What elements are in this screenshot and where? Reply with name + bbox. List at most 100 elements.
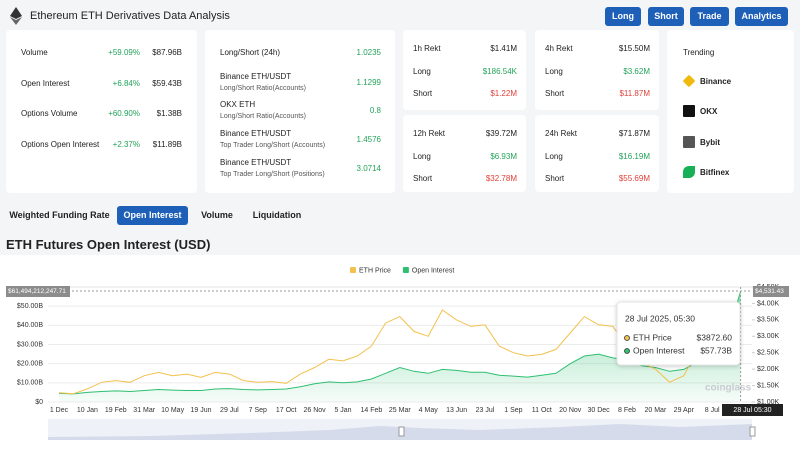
y2-tick-label: $2.50K [757,350,780,357]
rekt-label: Short [545,89,565,98]
tooltip-title: 28 Jul 2025, 05:30 [625,313,695,323]
x-tick-label: 5 Jan [334,407,351,414]
tooltip-name: ETH Price [633,332,672,342]
x-tick-label: 14 Feb [361,407,383,414]
tab[interactable]: Weighted Funding Rate [9,210,110,220]
rekt-label: Short [413,174,433,183]
ratio-sublabel: Top Trader Long/Short (Accounts) [220,142,326,149]
rekt-label: Long [545,66,563,76]
x-tick-label: 1 Dec [50,407,69,414]
rekt-label: 1h Rekt [413,44,441,53]
rekt-label: 4h Rekt [545,44,573,53]
rekt-value: $55.69M [618,174,650,183]
metric-label: Open Interest [21,78,70,88]
ratio-sublabel: Top Trader Long/Short (Positions) [220,171,325,178]
rekt-card: 24h Rekt $71.87M Long $16.19M Short $55.69M [535,115,659,192]
exchange-icon [683,165,695,178]
tooltip [616,301,741,366]
rekt-value: $15.50M [618,44,650,53]
tab[interactable]: Open Interest [117,206,188,225]
ratio-label: Binance ETH/USDT [220,72,292,81]
y2-tick-label: $1.50K [757,382,780,389]
crosshair-label-bg [753,286,789,297]
y-tick-label: $20.00B [17,361,43,368]
exchange-name[interactable]: Bybit [700,137,720,147]
rekt-value: $32.78M [485,174,517,183]
ratio-sublabel: Long/Short Ratio(Accounts) [220,85,306,92]
metric-change: +6.84% [112,78,140,88]
ratio-label: Binance ETH/USDT [220,129,292,138]
trending-card: Trending Binance OKX Bybit Bitfinex [667,30,794,193]
rekt-value: $16.19M [618,151,650,161]
rekt-label: Long [545,151,563,161]
rekt-label: Short [545,174,565,183]
rekt-value: $6.93M [490,151,517,161]
y2-tick-label: $2.00K [757,366,780,373]
crosshair-y-label: $61,494,212,247.71 [8,288,66,295]
x-tick-label: 7 Sep [249,407,267,414]
legend-swatch [402,267,409,273]
legend-label: Open Interest [412,267,454,274]
tooltip-dot [624,335,630,341]
ratio-value: 1.4576 [356,135,381,144]
metric-value: $87.96B [152,48,182,57]
page-title: Ethereum ETH Derivatives Data Analysis [30,10,230,22]
exchange-icon [683,105,695,118]
rekt-label: 12h Rekt [413,129,446,138]
ratio-sublabel: Long/Short Ratio(Accounts) [220,113,306,120]
x-tick-label: 13 Jun [446,407,467,414]
header-button[interactable]: Short [648,7,684,26]
x-tick-label: 19 Feb [105,407,127,414]
exchange-name[interactable]: OKX [700,107,718,117]
x-tick-label: 29 Jul [220,407,239,414]
ratio-label: OKX ETH [220,100,256,109]
rekt-card: 1h Rekt $1.41M Long $186.54K Short $1.22M [403,30,526,110]
exchange-icon [682,74,696,88]
x-tick-label: 30 Dec [588,407,611,414]
header-button[interactable]: Trade [690,7,729,26]
ratio-card: Long/Short (24h) 1.0235 Binance ETH/USDT Lo… [205,30,395,193]
tab[interactable]: Volume [201,210,233,220]
ratio-label: Long/Short (24h) [220,48,281,57]
x-tick-label: 10 May [161,407,184,414]
tooltip-value: $3872.60 [697,332,733,342]
eth-logo [10,7,22,25]
rekt-value: $11.87M [619,89,650,98]
rekt-value: $186.54K [482,66,517,76]
series-area [59,291,741,402]
x-tick-label: 1 Sep [504,407,522,414]
watermark: coinglass [705,383,752,394]
y-tick-label: $10.00B [17,380,43,387]
x-tick-label: 4 May [419,407,439,414]
header-button[interactable]: Analytics [735,7,788,26]
ratio-value: 3.0714 [356,164,381,173]
section-title: ETH Futures Open Interest (USD) [6,237,211,252]
exchange-name[interactable]: Binance [700,77,732,86]
legend-label: ETH Price [359,267,391,274]
y2-tick-label: $4.00K [757,300,780,307]
tooltip-value: $57.73B [700,345,732,355]
y-tick-label: $0 [35,399,43,406]
trending-title: Trending [683,48,715,57]
y-tick-label: $40.00B [17,322,43,329]
x-tick-label: 26 Nov [304,407,327,414]
rekt-value: $1.22M [490,89,517,98]
x-tick-label: 8 Feb [618,407,636,414]
metric-change: +60.90% [108,109,140,118]
header-button[interactable]: Long [605,7,641,26]
overview-card: Volume +59.09% $87.96B Open Interest +6.84% $… [6,30,197,193]
navigator-handle[interactable] [749,426,756,437]
rekt-label: Short [413,89,433,98]
crosshair-label-bg [6,286,70,297]
tooltip-name: Open Interest [633,345,685,355]
exchange-name[interactable]: Bitfinex [700,167,730,177]
navigator-handle[interactable] [398,426,405,437]
rekt-card: 4h Rekt $15.50M Long $3.62M Short $11.87M [535,30,659,110]
x-tick-label: 29 Apr [674,407,695,414]
tab[interactable]: Liquidation [252,210,302,220]
rekt-value: $3.62M [623,66,650,76]
x-tick-label: 23 Jul [476,407,495,414]
rekt-label: Long [413,151,431,161]
ratio-label: Binance ETH/USDT [220,158,292,167]
